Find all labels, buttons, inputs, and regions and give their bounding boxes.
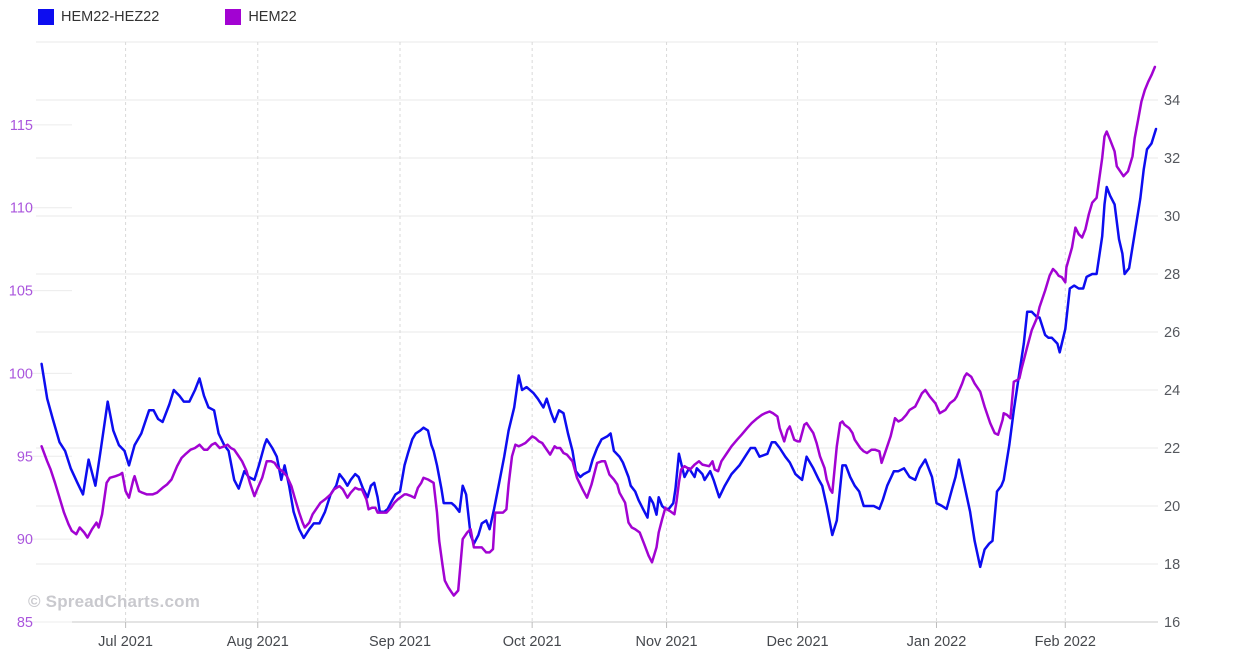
- right-axis-label: 28: [1164, 267, 1180, 283]
- horizontal-gridlines: [36, 41, 1158, 623]
- x-axis-label: Aug 2021: [227, 634, 289, 650]
- left-axis-label: 85: [17, 615, 33, 631]
- x-axis-labels: Jul 2021 Aug 2021 Sep 2021 Oct 2021 Nov 2021…: [98, 634, 1096, 650]
- left-axis-ticks: [30, 124, 72, 623]
- watermark: © SpreadCharts.com: [28, 592, 201, 611]
- legend-swatch-purple-icon: [225, 9, 242, 25]
- left-axis-label: 90: [17, 532, 33, 548]
- right-axis-label: 24: [1164, 383, 1180, 399]
- right-axis-label: 26: [1164, 325, 1180, 341]
- legend-swatch-blue-icon: [38, 9, 54, 25]
- right-axis-label: 16: [1164, 615, 1180, 631]
- x-axis-label: Sep 2021: [369, 634, 431, 650]
- series-line-hem22[interactable]: [40, 65, 1157, 597]
- vertical-gridlines: [125, 42, 1066, 628]
- series-line-hem22-hez22[interactable]: [40, 127, 1158, 569]
- right-axis-label: 20: [1164, 499, 1180, 515]
- x-axis-label: Dec 2021: [767, 634, 829, 650]
- right-axis-label: 30: [1164, 209, 1180, 225]
- right-axis-label: 22: [1164, 441, 1180, 457]
- left-axis-label: 105: [9, 284, 33, 300]
- x-axis-label: Jul 2021: [98, 634, 153, 650]
- right-axis-labels: 34 32 30 28 26 24 22 20 18 16: [1164, 93, 1180, 631]
- legend-item-hem22[interactable]: HEM22: [225, 9, 297, 25]
- left-axis-labels: 115 110 105 100 95 90 85: [9, 118, 33, 631]
- left-axis-label: 100: [9, 366, 33, 382]
- x-axis-label: Oct 2021: [503, 634, 562, 650]
- right-axis-label: 32: [1164, 151, 1180, 167]
- x-axis-label: Feb 2022: [1035, 634, 1096, 650]
- left-axis-label: 95: [17, 449, 33, 465]
- left-axis-label: 110: [10, 201, 33, 217]
- legend-label-hem22: HEM22: [248, 9, 297, 25]
- legend-label-hem22-hez22: HEM22-HEZ22: [61, 9, 160, 25]
- left-axis-label: 115: [10, 118, 33, 134]
- legend: HEM22-HEZ22 HEM22: [38, 9, 297, 25]
- x-axis-label: Jan 2022: [907, 634, 967, 650]
- x-axis-label: Nov 2021: [636, 634, 698, 650]
- legend-item-hem22-hez22[interactable]: HEM22-HEZ22: [38, 9, 159, 25]
- right-axis-label: 18: [1164, 557, 1180, 573]
- right-axis-label: 34: [1164, 93, 1180, 109]
